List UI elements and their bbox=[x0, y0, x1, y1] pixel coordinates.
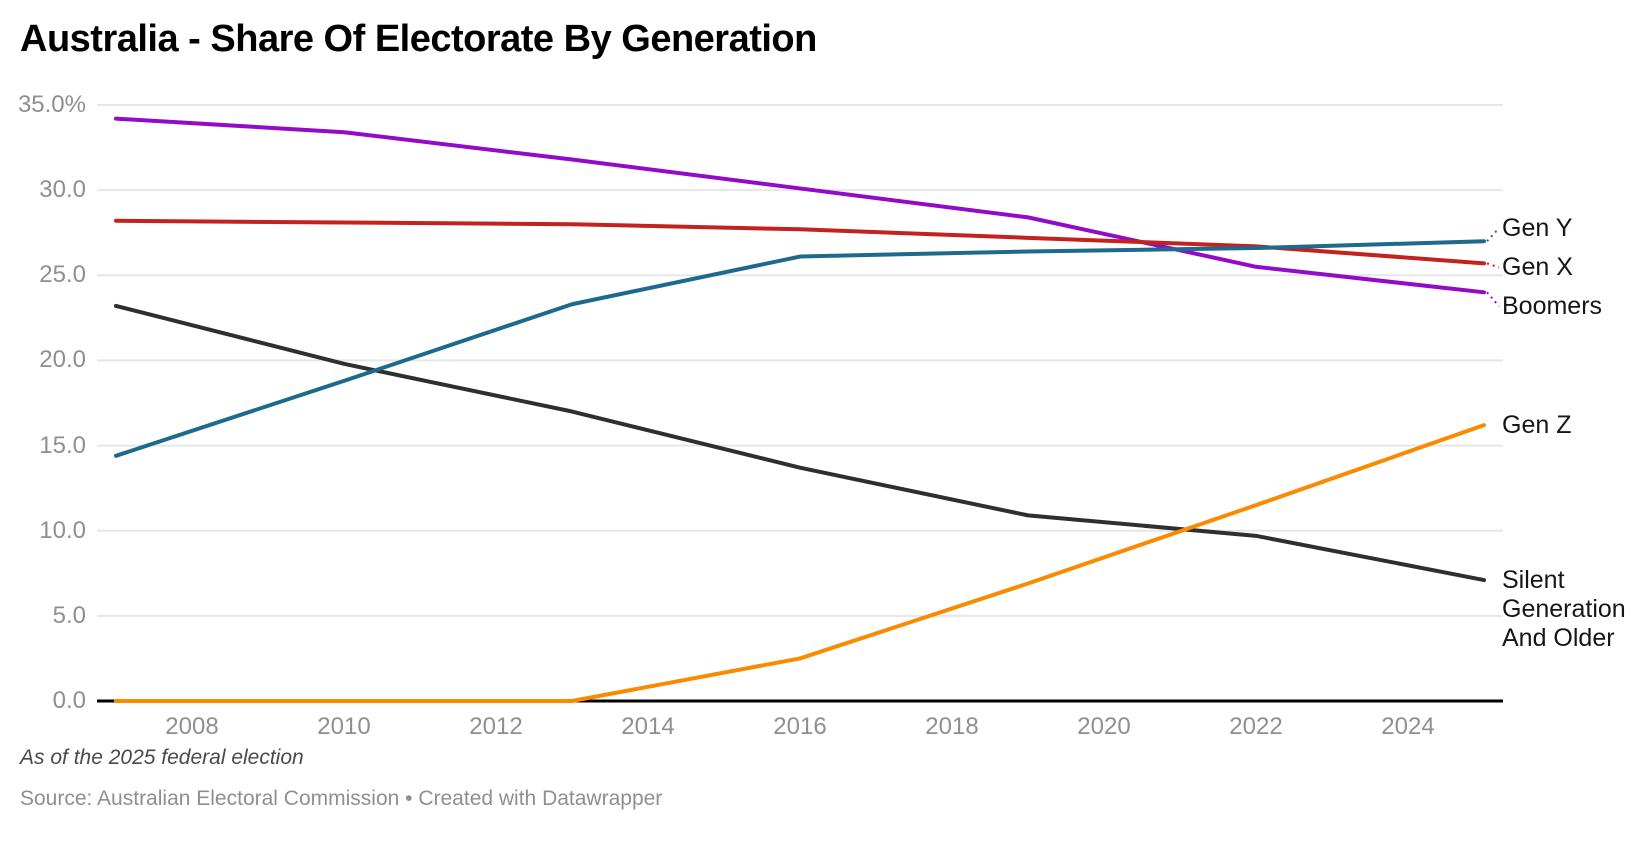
y-tick-label: 0.0 bbox=[52, 687, 86, 714]
x-tick-label: 2014 bbox=[621, 713, 675, 740]
series-end-label-line: Boomers bbox=[1502, 292, 1603, 321]
series-end-label-line: Gen Y bbox=[1502, 214, 1573, 243]
chart-title: Australia - Share Of Electorate By Gener… bbox=[20, 18, 817, 60]
y-tick-label: 20.0 bbox=[39, 346, 86, 374]
series-line-gen-y bbox=[114, 239, 1486, 458]
y-tick-label: 15.0 bbox=[39, 431, 86, 459]
x-tick-label: 2008 bbox=[165, 713, 219, 740]
series-end-label-line: Generation bbox=[1502, 595, 1626, 624]
series-end-label: Gen Z bbox=[1502, 411, 1638, 440]
x-tick-label: 2012 bbox=[469, 713, 523, 740]
x-tick-label: 2022 bbox=[1229, 713, 1283, 740]
series-end-label: Boomers bbox=[1502, 292, 1638, 321]
series-end-label: Silent Generation And Older bbox=[1502, 566, 1638, 653]
y-tick-label: 30.0 bbox=[39, 176, 86, 204]
series-end-label-line: And Older bbox=[1502, 624, 1615, 653]
series-end-label-line: Gen Z bbox=[1502, 411, 1572, 440]
y-tick-label: 35.0% bbox=[17, 90, 86, 118]
chart-footnote: As of the 2025 federal election bbox=[20, 746, 304, 769]
series-end-label-line: Gen X bbox=[1502, 253, 1573, 282]
x-tick-label: 2024 bbox=[1381, 713, 1435, 740]
series-end-label-line: Silent bbox=[1502, 566, 1565, 595]
series-line-boomers bbox=[114, 116, 1486, 295]
y-tick-label: 10.0 bbox=[39, 516, 86, 544]
x-tick-label: 2016 bbox=[773, 713, 827, 740]
x-tick-label: 2020 bbox=[1077, 713, 1131, 740]
series-end-label: Gen Y bbox=[1502, 214, 1638, 243]
x-tick-label: 2018 bbox=[925, 713, 979, 740]
chart-source-line: Source: Australian Electoral Commission … bbox=[20, 787, 663, 810]
y-tick-label: 25.0 bbox=[39, 261, 86, 289]
series-end-label: Gen X bbox=[1502, 253, 1638, 282]
label-connector bbox=[1486, 227, 1500, 242]
series-line-gen-z bbox=[114, 423, 1486, 703]
label-connector bbox=[1486, 291, 1500, 307]
series-line-silent bbox=[114, 303, 1486, 583]
y-tick-label: 5.0 bbox=[52, 601, 86, 629]
label-connector bbox=[1486, 262, 1500, 269]
x-tick-label: 2010 bbox=[317, 713, 371, 740]
